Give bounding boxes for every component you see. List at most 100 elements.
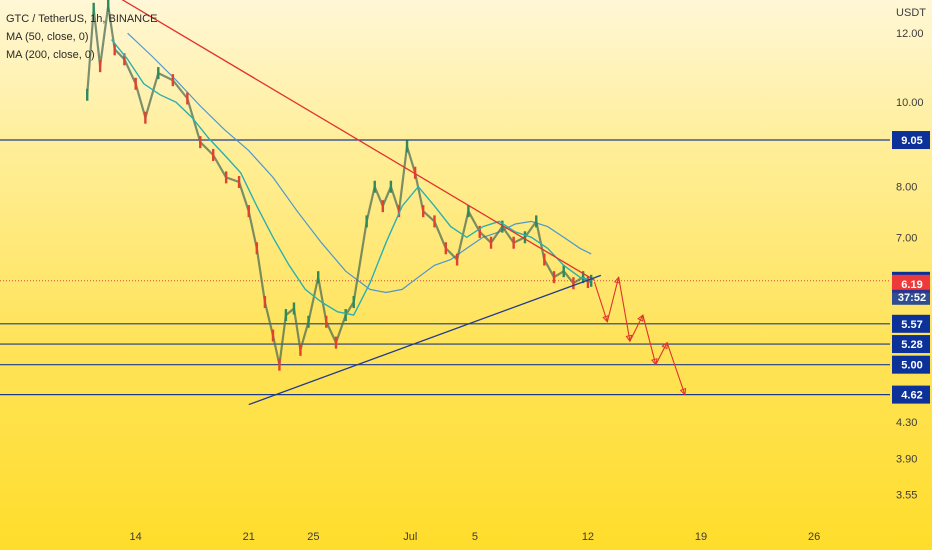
price-candle: [263, 296, 267, 309]
projection-segment: [655, 342, 668, 365]
symbol-label[interactable]: GTC / TetherUS, 1h, BINANCE: [6, 13, 158, 25]
price-badge: [892, 355, 930, 374]
price-candle: [98, 60, 102, 73]
projection-arrowhead: [637, 314, 644, 322]
price-candle: [467, 205, 470, 218]
price-candle: [543, 253, 546, 266]
price-layer: [86, 0, 593, 371]
chart-legend: GTC / TetherUS, 1h, BINANCE MA (50, clos…: [6, 10, 157, 64]
price-candle: [405, 140, 409, 153]
price-candle: [171, 74, 175, 87]
price-candle: [581, 271, 585, 284]
price-badge: [892, 335, 930, 354]
price-candle: [365, 215, 368, 228]
price-candle: [307, 315, 310, 328]
price-candle: [523, 231, 527, 244]
price-candle: [292, 302, 296, 315]
price-candle: [199, 136, 202, 149]
price-candle: [123, 53, 126, 66]
trendline-layer: [121, 0, 602, 406]
price-badge-label: 5.57: [901, 319, 922, 331]
price-candle: [284, 309, 288, 322]
price-candle: [562, 265, 565, 278]
projection-layer: [593, 276, 687, 396]
ma50-line: [110, 39, 592, 316]
time-tick-label: 14: [130, 531, 142, 543]
price-badge: [892, 385, 930, 404]
price-candle: [334, 336, 338, 349]
time-tick-label: 21: [243, 531, 255, 543]
price-candle: [134, 77, 137, 90]
price-candle: [317, 271, 320, 284]
price-candle: [397, 205, 401, 218]
time-tick-label: 5: [472, 531, 478, 543]
projection-segment: [593, 281, 608, 322]
price-candle: [535, 215, 538, 228]
price-candle: [144, 111, 147, 124]
price-candle: [186, 92, 189, 105]
price-candle: [352, 296, 355, 309]
price-tick-label: 4.30: [896, 417, 917, 429]
price-tick-label: 3.55: [896, 489, 917, 501]
descending-resistance-line: [121, 0, 595, 281]
price-candle: [325, 315, 328, 328]
price-candle: [224, 171, 228, 184]
price-candle: [586, 276, 590, 289]
price-tick-label: 8.00: [896, 182, 917, 194]
price-candle: [373, 180, 376, 193]
price-badge: [892, 131, 930, 150]
time-tick-label: 12: [582, 531, 594, 543]
price-candle: [455, 253, 459, 266]
ma200-layer: [127, 32, 592, 294]
projection-segment: [629, 314, 644, 342]
price-candle: [255, 242, 259, 255]
projection-arrowhead: [679, 387, 687, 396]
price-candle: [107, 0, 110, 12]
price-candle: [433, 215, 436, 228]
price-candle: [589, 274, 593, 287]
projection-segment: [606, 277, 620, 322]
currency-label: USDT: [896, 7, 926, 19]
horizontal-levels: [0, 139, 890, 396]
ma200-legend[interactable]: MA (200, close, 0): [6, 49, 95, 61]
price-candle: [92, 2, 95, 15]
price-candle: [157, 67, 160, 80]
price-badge: [892, 314, 930, 333]
price-tick-label: 12.00: [896, 28, 924, 40]
price-badge-label: 5.00: [901, 360, 922, 372]
time-tick-label: 19: [695, 531, 707, 543]
ma200-line: [127, 32, 592, 294]
price-candle: [489, 236, 493, 249]
price-badge-label: 6.19: [901, 279, 922, 291]
price-candle: [381, 200, 385, 213]
ascending-support-line: [248, 274, 602, 406]
price-badge-label: 5.28: [901, 339, 922, 351]
time-axis[interactable]: 14 21 25 Jul 5 12 19 26: [130, 531, 821, 543]
price-tick-label: 7.00: [896, 232, 917, 244]
countdown-badge: [892, 289, 930, 305]
price-axis[interactable]: USDT12.0010.009.058.007.006.246.195.575.…: [890, 0, 932, 550]
price-line: [86, 4, 592, 366]
price-candle: [421, 205, 425, 218]
price-badge-label: 4.62: [901, 390, 922, 402]
price-candle: [271, 329, 275, 342]
projection-segment: [618, 277, 631, 342]
price-candle: [478, 225, 481, 238]
price-candle: [299, 343, 302, 356]
price-candle: [501, 220, 504, 233]
price-candle: [212, 148, 215, 161]
time-tick-label: Jul: [403, 531, 417, 543]
countdown-label: 37:52: [898, 292, 926, 304]
price-badge-label: 9.05: [901, 135, 922, 147]
price-candle: [247, 205, 250, 218]
time-tick-label: 25: [307, 531, 319, 543]
price-candle: [572, 277, 575, 290]
price-candle: [413, 166, 417, 179]
price-candle: [389, 180, 393, 193]
ma50-legend[interactable]: MA (50, close, 0): [6, 31, 89, 43]
price-candle: [444, 242, 448, 255]
price-candle: [113, 43, 116, 56]
price-candle: [86, 88, 89, 101]
